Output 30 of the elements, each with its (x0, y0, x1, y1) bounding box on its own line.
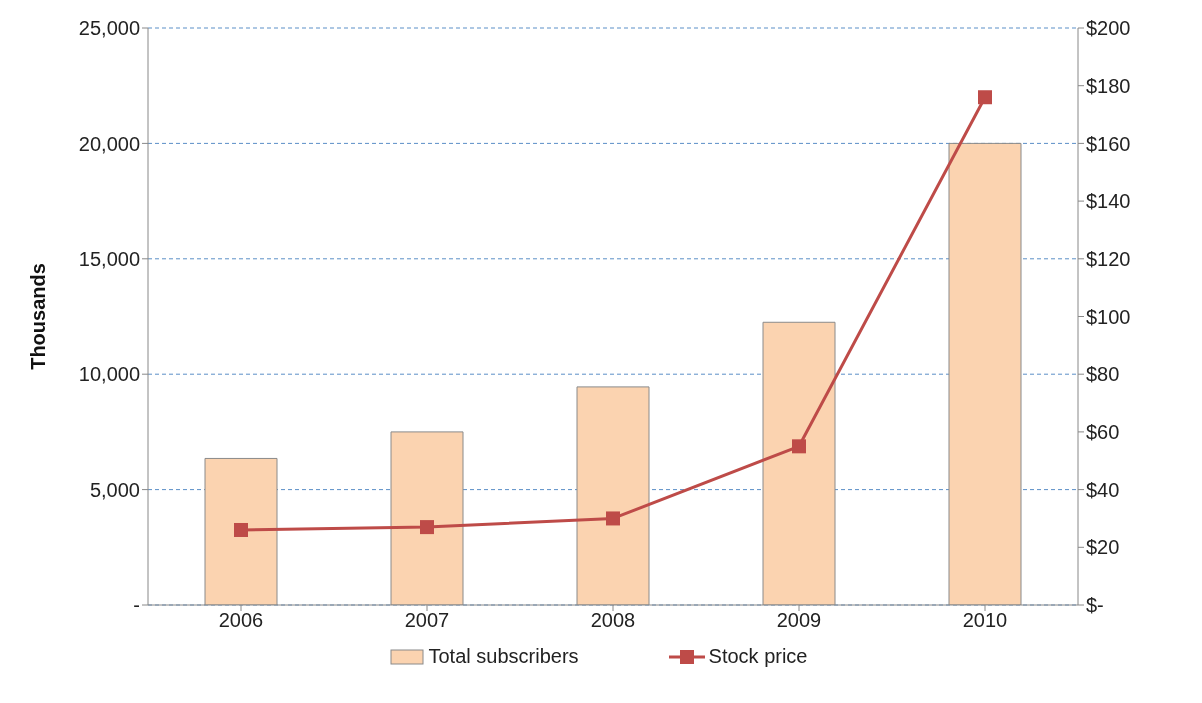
y2-tick-label: $60 (1086, 421, 1120, 443)
point (792, 439, 806, 454)
x-tick-label: 2006 (218, 609, 264, 632)
y-tick-label: - (133, 594, 140, 617)
y-tick-label: 5,000 (89, 478, 140, 501)
y2-tick-label: $80 (1086, 363, 1120, 386)
y2-tick-label: $140 (1086, 190, 1131, 213)
y-tick-label: 15,000 (78, 247, 140, 270)
y2-tick-label: $120 (1086, 247, 1131, 270)
x-tick-label: 2008 (590, 609, 636, 632)
legend-label: Total subscribers (427, 645, 579, 668)
y2-tick-label: $100 (1086, 305, 1131, 328)
x-tick-label: 2010 (962, 609, 1008, 632)
y-axis-title: Thousands (27, 263, 50, 370)
point (420, 520, 434, 535)
point (234, 522, 248, 537)
y2-tick-label: $180 (1086, 74, 1131, 97)
y2-tick-label: $160 (1086, 132, 1131, 155)
point (606, 511, 620, 526)
y-tick-label: 10,000 (78, 363, 140, 386)
y-tick-label: 20,000 (78, 132, 140, 155)
x-tick-label: 2007 (404, 609, 450, 632)
y2-tick-label: $40 (1086, 478, 1120, 501)
y2-tick-label: $20 (1086, 536, 1120, 559)
y-tick-label: 25,000 (78, 17, 140, 40)
x-tick-label: 2009 (776, 609, 822, 632)
y2-tick-label: $- (1086, 594, 1104, 617)
legend-label: Stock price (707, 645, 808, 668)
y2-tick-label: $200 (1086, 17, 1131, 40)
point (978, 90, 992, 105)
